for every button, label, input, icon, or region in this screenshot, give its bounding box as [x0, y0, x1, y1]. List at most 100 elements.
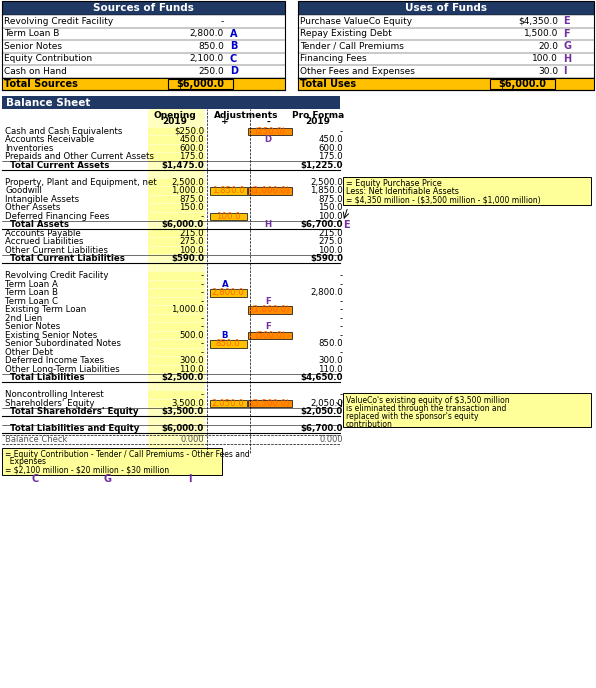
Bar — [148, 340, 205, 347]
Text: $3,500.0: $3,500.0 — [162, 407, 204, 416]
Bar — [2, 447, 222, 475]
Text: 2nd Lien: 2nd Lien — [5, 314, 42, 323]
Text: Existing Senior Notes: Existing Senior Notes — [5, 331, 97, 340]
Text: Revolving Credit Facility: Revolving Credit Facility — [5, 271, 108, 280]
Text: B: B — [222, 331, 228, 340]
Text: C: C — [32, 475, 39, 484]
Text: -: - — [340, 280, 343, 289]
Bar — [210, 340, 247, 347]
Text: -: - — [340, 331, 343, 340]
Text: -: - — [340, 271, 343, 280]
Text: 2,500.0: 2,500.0 — [171, 178, 204, 186]
Text: $6,000.0: $6,000.0 — [176, 78, 225, 89]
Text: Total Assets: Total Assets — [10, 220, 69, 229]
Text: Total Sources: Total Sources — [4, 78, 78, 89]
Text: C: C — [230, 54, 237, 64]
Text: -: - — [340, 297, 343, 305]
Text: F: F — [265, 297, 271, 305]
Text: Less: Net Identifiable Assets: Less: Net Identifiable Assets — [346, 187, 459, 196]
Text: -: - — [340, 347, 343, 357]
Bar — [210, 400, 247, 407]
Text: I: I — [188, 475, 192, 484]
Text: Other Assets: Other Assets — [5, 203, 60, 213]
Text: -: - — [266, 118, 270, 127]
Bar — [2, 78, 285, 90]
Text: 1,850.0: 1,850.0 — [311, 186, 343, 195]
Bar — [148, 365, 205, 373]
Text: -: - — [201, 347, 204, 357]
Bar — [148, 246, 205, 254]
Text: -: - — [201, 280, 204, 289]
Bar — [343, 394, 591, 427]
Text: Prepaids and Other Current Assets: Prepaids and Other Current Assets — [5, 152, 154, 161]
Bar — [148, 289, 205, 297]
Text: $590.0: $590.0 — [171, 255, 204, 264]
Text: Inventories: Inventories — [5, 144, 54, 153]
Bar — [148, 281, 205, 288]
Text: 2,500.0: 2,500.0 — [311, 178, 343, 186]
Text: Pro Forma: Pro Forma — [292, 111, 344, 120]
Text: 100.0: 100.0 — [318, 246, 343, 255]
Text: -: - — [201, 297, 204, 305]
Text: (3,500.0): (3,500.0) — [250, 399, 290, 408]
Text: Term Loan A: Term Loan A — [5, 280, 58, 289]
Bar — [148, 153, 205, 160]
Text: $4,350.0: $4,350.0 — [518, 17, 558, 25]
Text: $1,225.0: $1,225.0 — [300, 161, 343, 170]
Bar — [148, 349, 205, 356]
Text: 2,050.0: 2,050.0 — [311, 399, 343, 408]
Text: Cash and Cash Equivalents: Cash and Cash Equivalents — [5, 127, 122, 136]
Text: $6,000.0: $6,000.0 — [162, 220, 204, 229]
Text: = $4,350 million - ($3,500 million - $1,000 million): = $4,350 million - ($3,500 million - $1,… — [346, 195, 541, 204]
Bar — [248, 332, 292, 339]
Text: Financing Fees: Financing Fees — [300, 54, 367, 63]
Bar — [148, 314, 205, 322]
Text: Purchase ValueCo Equity: Purchase ValueCo Equity — [300, 17, 412, 25]
Text: Balance Sheet: Balance Sheet — [6, 98, 91, 107]
Text: 150.0: 150.0 — [318, 203, 343, 213]
Text: Shareholders' Equity: Shareholders' Equity — [5, 399, 95, 408]
Text: 215.0: 215.0 — [318, 228, 343, 238]
Text: 275.0: 275.0 — [318, 237, 343, 246]
Text: Sources of Funds: Sources of Funds — [93, 3, 194, 13]
Text: 500.0: 500.0 — [179, 331, 204, 340]
Bar — [248, 306, 292, 314]
Text: Total Shareholders' Equity: Total Shareholders' Equity — [10, 407, 138, 416]
Text: -: - — [201, 314, 204, 323]
Text: H: H — [563, 54, 571, 64]
Bar — [210, 289, 247, 297]
Text: contribution: contribution — [346, 420, 393, 429]
Text: Term Loan B: Term Loan B — [4, 30, 60, 39]
Text: $6,000.0: $6,000.0 — [498, 78, 547, 89]
Text: F: F — [563, 29, 570, 39]
Bar — [168, 79, 233, 89]
Text: F: F — [265, 322, 271, 331]
Text: ValueCo's existing equity of $3,500 million: ValueCo's existing equity of $3,500 mill… — [346, 396, 510, 405]
Text: Total Liabilities and Equity: Total Liabilities and Equity — [10, 424, 139, 433]
Text: 2,800.0: 2,800.0 — [190, 30, 224, 39]
Text: 850.0: 850.0 — [318, 339, 343, 348]
Text: 2,800.0: 2,800.0 — [311, 288, 343, 297]
Text: G: G — [563, 41, 571, 51]
Text: 2019: 2019 — [306, 118, 331, 127]
Text: Total Current Assets: Total Current Assets — [10, 161, 110, 170]
Text: 1,850.0: 1,850.0 — [212, 186, 244, 195]
Bar — [148, 306, 205, 314]
Bar — [148, 332, 205, 339]
Text: Total Liabilities: Total Liabilities — [10, 374, 85, 383]
Text: = Equity Contribution - Tender / Call Premiums - Other Fees and: = Equity Contribution - Tender / Call Pr… — [5, 450, 250, 459]
Text: 850.0: 850.0 — [198, 42, 224, 51]
Text: 100.0: 100.0 — [318, 212, 343, 221]
Text: 110.0: 110.0 — [179, 365, 204, 374]
Text: 150.0: 150.0 — [179, 203, 204, 213]
Bar — [248, 400, 292, 407]
Text: 1,500.0: 1,500.0 — [524, 30, 558, 39]
Text: 0.000: 0.000 — [181, 435, 204, 444]
Bar — [2, 1, 285, 90]
Text: E: E — [343, 219, 350, 230]
Text: 2019: 2019 — [163, 118, 188, 127]
Text: 30.0: 30.0 — [538, 67, 558, 76]
Text: 250.0: 250.0 — [198, 67, 224, 76]
Bar — [248, 187, 292, 195]
Text: $250.0: $250.0 — [174, 127, 204, 136]
